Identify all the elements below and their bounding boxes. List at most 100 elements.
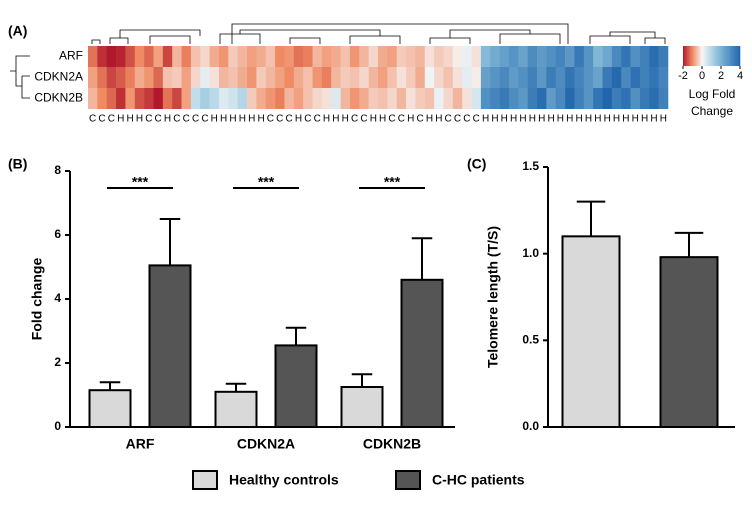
- heatmap-cell: [88, 67, 98, 88]
- heatmap-cell: [443, 88, 454, 109]
- column-label: C: [267, 114, 274, 125]
- column-label: H: [547, 114, 554, 125]
- heatmap-cell: [621, 46, 631, 67]
- heatmap-cell: [116, 88, 126, 109]
- heatmap-cell: [396, 46, 407, 67]
- x-tick-label: CDKN2B: [363, 436, 421, 452]
- colorbar-step: [707, 46, 709, 66]
- colorbar-step: [714, 46, 717, 66]
- column-label: H: [229, 114, 236, 125]
- heatmap-cell: [293, 67, 304, 88]
- colorbar-step: [690, 46, 692, 66]
- heatmap-cell: [209, 46, 220, 67]
- heatmap-cell: [312, 88, 323, 109]
- row-label: CDKN2B: [34, 91, 83, 105]
- heatmap-cell: [443, 67, 454, 88]
- column-label: H: [482, 114, 489, 125]
- colorbar-step: [720, 46, 722, 66]
- heatmap-cell: [190, 67, 201, 88]
- colorbar-step: [694, 46, 697, 66]
- colorbar-step: [738, 46, 741, 66]
- heatmap-cell: [611, 67, 622, 88]
- significance-label: ***: [384, 174, 401, 190]
- heatmap-cell: [284, 46, 295, 67]
- heatmap-cell: [275, 46, 285, 67]
- heatmap-cell: [462, 46, 472, 67]
- column-label: H: [211, 114, 218, 125]
- column-label: H: [641, 114, 648, 125]
- heatmap-cell: [200, 46, 210, 67]
- heatmap-cell: [368, 46, 379, 67]
- column-label: H: [622, 114, 629, 125]
- heatmap-cell: [565, 88, 575, 109]
- heatmap-cell: [602, 67, 613, 88]
- column-label: H: [632, 114, 639, 125]
- column-label: C: [89, 114, 96, 125]
- heatmap-cell: [583, 88, 594, 109]
- heatmap-cell: [116, 46, 126, 67]
- colorbar-step: [700, 46, 702, 66]
- colorbar-step: [737, 46, 739, 66]
- panel-label: (B): [8, 156, 27, 172]
- column-label: H: [585, 114, 592, 125]
- heatmap-cell: [546, 46, 557, 67]
- heatmap-cell: [574, 88, 585, 109]
- heatmap-cell: [508, 46, 519, 67]
- heatmap-cell: [312, 67, 323, 88]
- column-label: H: [426, 114, 433, 125]
- heatmap-cell: [658, 46, 669, 67]
- heatmap-cell: [172, 46, 182, 67]
- heatmap-cell: [593, 46, 603, 67]
- heatmap-cell: [452, 46, 463, 67]
- heatmap-cell: [331, 67, 341, 88]
- heatmap-cell: [658, 88, 669, 109]
- heatmap-cell: [200, 88, 210, 109]
- heatmap-cell: [331, 88, 341, 109]
- column-label: H: [342, 114, 349, 125]
- heatmap-cell: [200, 67, 210, 88]
- heatmap-cell: [247, 67, 257, 88]
- heatmap-cell: [387, 67, 398, 88]
- column-label: C: [286, 114, 293, 125]
- colorbar-step: [684, 46, 687, 66]
- heatmap-cell: [490, 88, 500, 109]
- colorbar-step: [735, 46, 738, 66]
- column-label: H: [239, 114, 246, 125]
- column-label: H: [594, 114, 601, 125]
- column-label: H: [126, 114, 133, 125]
- heatmap-cell: [415, 67, 426, 88]
- heatmap-cell: [452, 88, 463, 109]
- heatmap-cell: [639, 88, 650, 109]
- column-label: H: [604, 114, 611, 125]
- colorbar-step: [730, 46, 732, 66]
- heatmap-cell: [153, 88, 164, 109]
- heatmap-cell: [658, 67, 669, 88]
- heatmap-cell: [611, 88, 622, 109]
- heatmap-cell: [303, 88, 313, 109]
- heatmap-cell: [415, 46, 426, 67]
- heatmap-cell: [574, 46, 585, 67]
- heatmap-cell: [312, 46, 323, 67]
- heatmap-cell: [621, 67, 631, 88]
- colorbar-label: Log Fold Change: [688, 87, 736, 118]
- heatmap-cell: [88, 46, 98, 67]
- column-label: H: [538, 114, 545, 125]
- column-label: C: [314, 114, 321, 125]
- heatmap-cell: [359, 67, 369, 88]
- heatmap-cell: [181, 67, 192, 88]
- colorbar-step: [683, 46, 685, 66]
- colorbar-step: [702, 46, 705, 66]
- column-label: H: [117, 114, 124, 125]
- column-label: H: [491, 114, 498, 125]
- y-tick-label: 8: [54, 163, 61, 177]
- column-label: H: [660, 114, 667, 125]
- column-label: H: [529, 114, 536, 125]
- heatmap-cell: [321, 67, 332, 88]
- column-label: H: [566, 114, 573, 125]
- heatmap-cell: [546, 88, 557, 109]
- column-label: H: [613, 114, 620, 125]
- heatmap-cell: [621, 88, 631, 109]
- colorbar-step: [732, 46, 735, 66]
